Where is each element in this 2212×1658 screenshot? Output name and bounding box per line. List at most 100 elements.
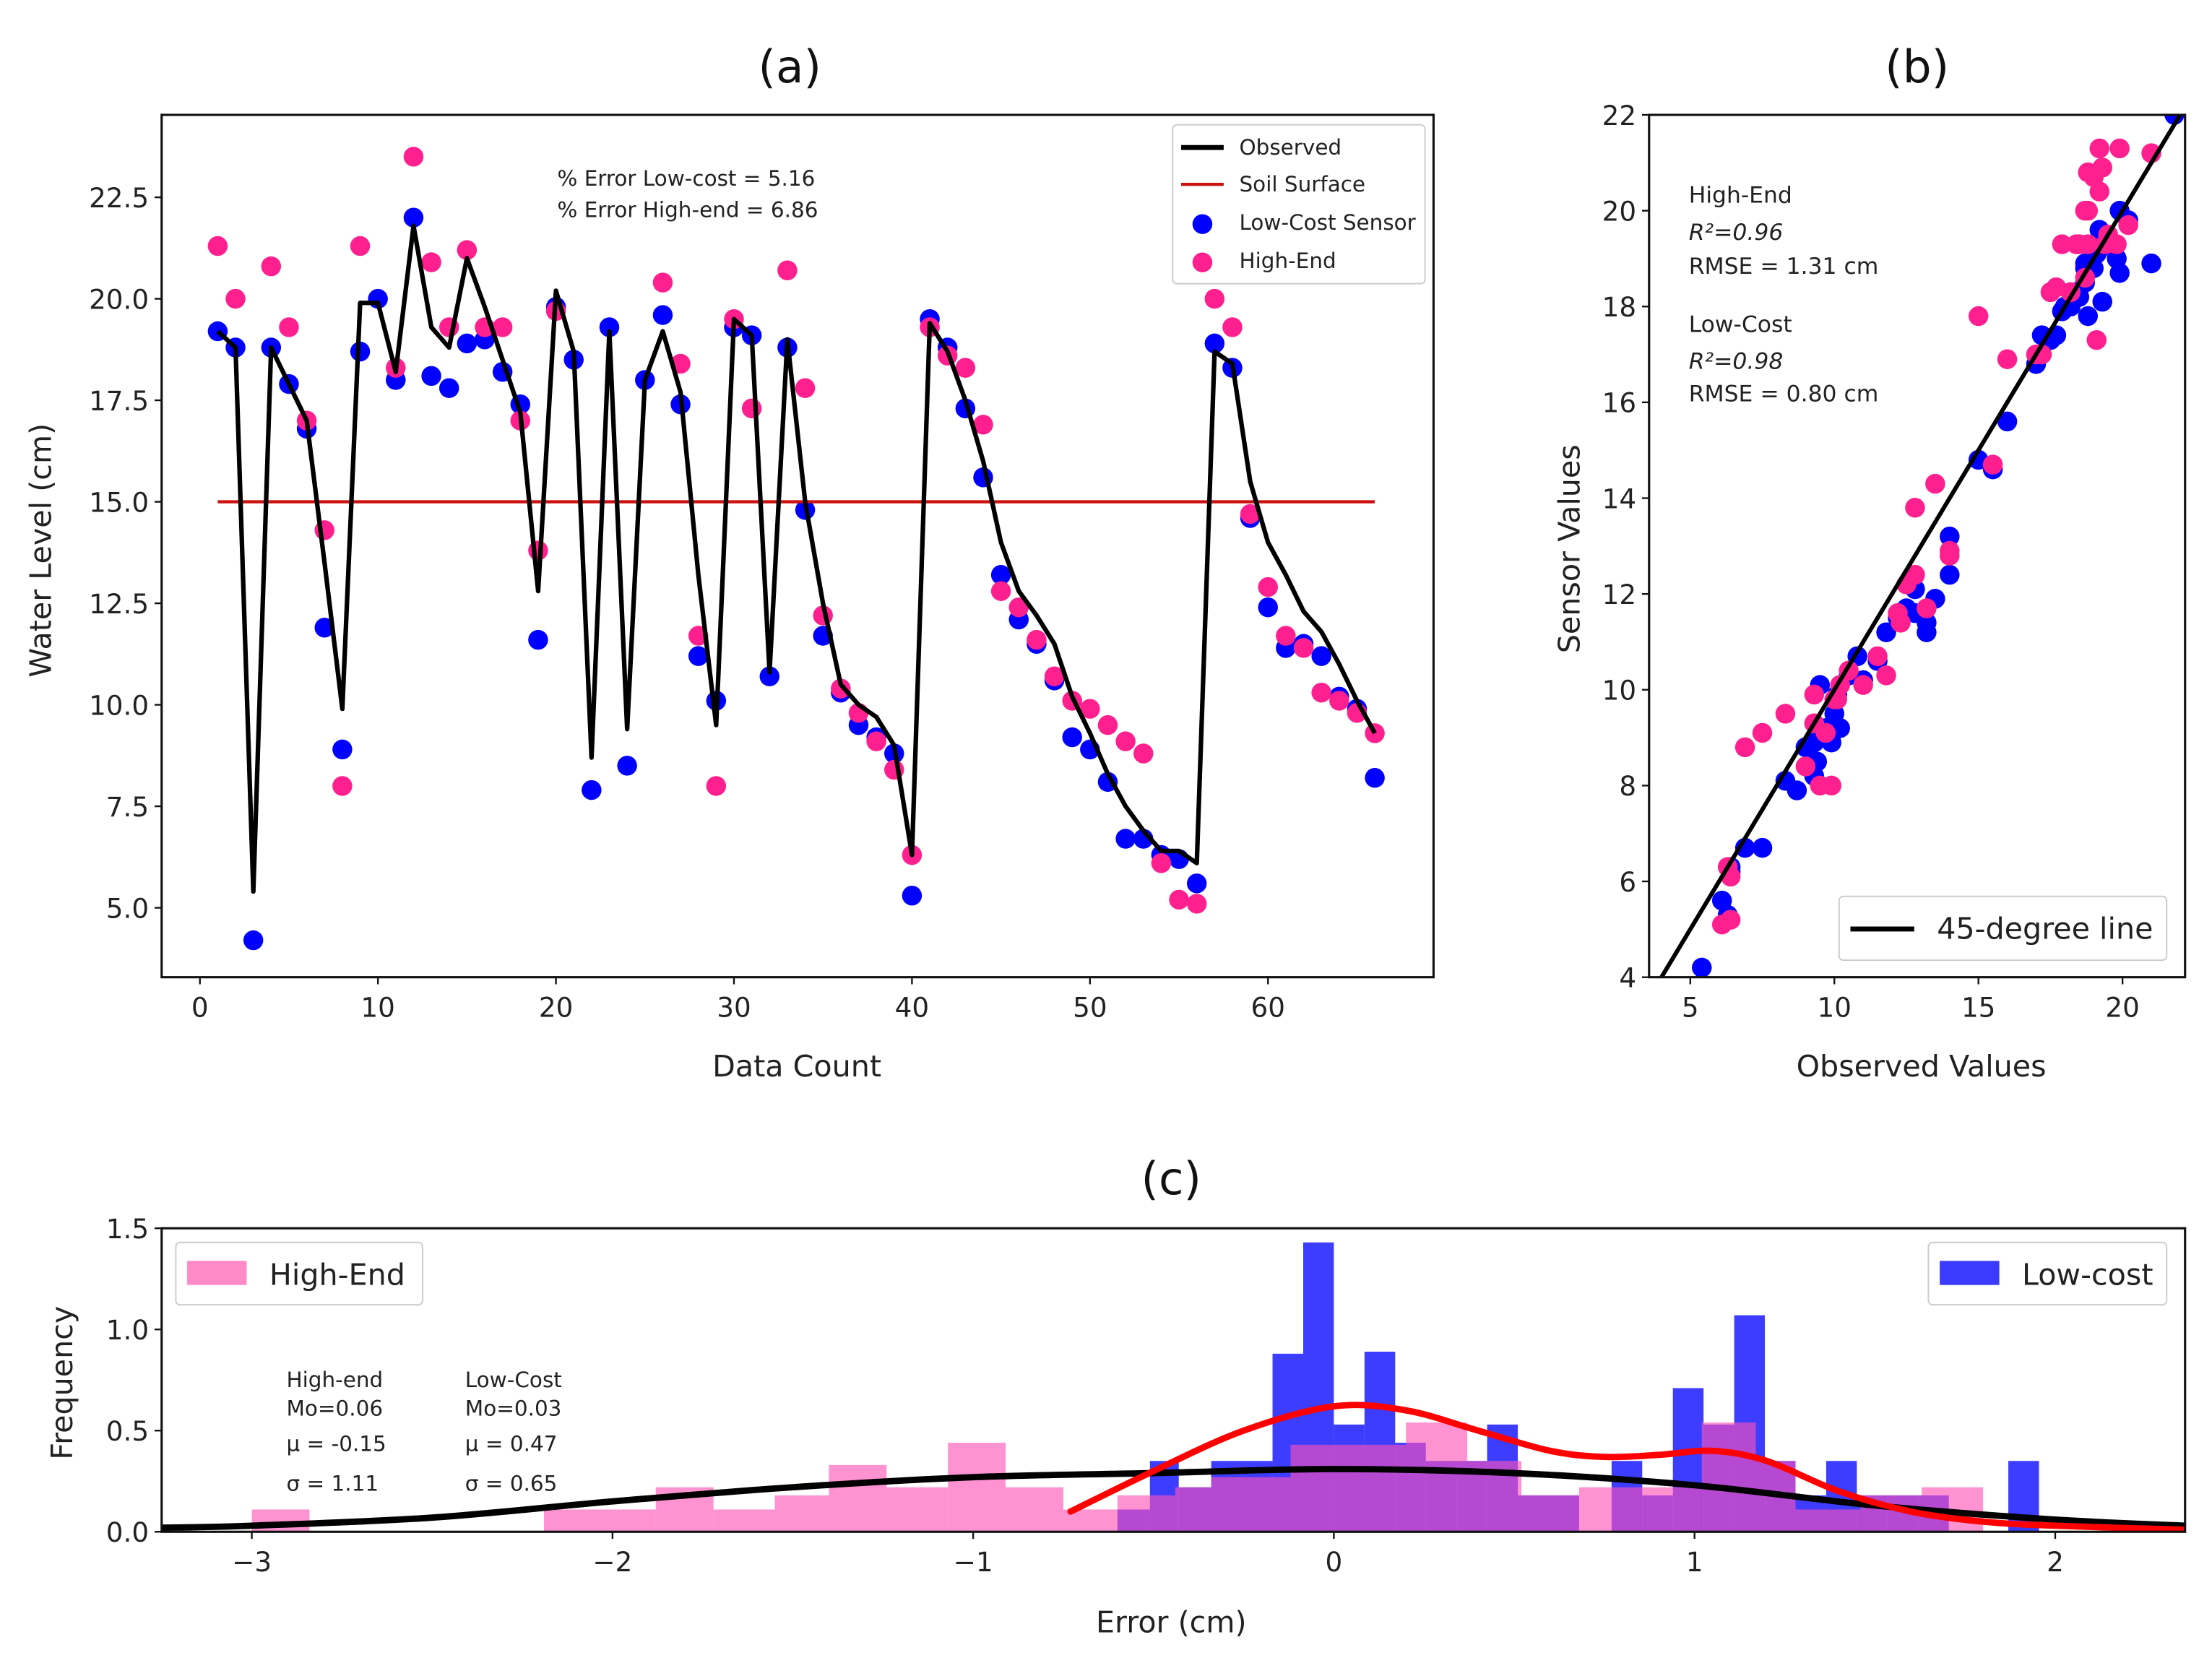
y-axis-label: Water Level (cm) bbox=[24, 423, 59, 678]
high-end-point bbox=[1151, 852, 1172, 873]
low-cost-point bbox=[582, 780, 602, 800]
low-cost-point bbox=[1711, 890, 1732, 911]
low-cost-point bbox=[990, 564, 1011, 585]
y-tick-label: 22 bbox=[1602, 100, 1636, 131]
low-cost-point bbox=[314, 618, 334, 638]
y-tick-label: 0.0 bbox=[106, 1516, 149, 1548]
low-cost-point bbox=[617, 756, 637, 776]
high-end-bar bbox=[1578, 1487, 1644, 1532]
high-end-point bbox=[1008, 597, 1029, 618]
high-end-point bbox=[1044, 666, 1065, 686]
high-end-bar bbox=[829, 1464, 887, 1532]
legend-label: Soil Surface bbox=[1240, 172, 1366, 197]
stats-mode: Mo=0.03 bbox=[465, 1396, 562, 1420]
high-end-point bbox=[2052, 234, 2073, 254]
legend-label: Observed bbox=[1240, 135, 1342, 160]
high-end-point bbox=[2118, 215, 2138, 236]
legend: 45-degree line bbox=[1838, 895, 2168, 962]
y-tick-label: 20 bbox=[1602, 195, 1636, 227]
low-cost-point bbox=[1365, 767, 1385, 788]
low-cost-point bbox=[688, 646, 709, 666]
legend-label: 45-degree line bbox=[1937, 912, 2153, 946]
high-end-point bbox=[1752, 722, 1773, 743]
y-tick-label: 16 bbox=[1602, 387, 1636, 419]
low-cost-point bbox=[1997, 411, 2018, 432]
stats-mean: μ = -0.15 bbox=[286, 1431, 386, 1456]
high-end-point bbox=[279, 317, 299, 337]
observed-line bbox=[216, 223, 1377, 894]
high-end-point bbox=[457, 240, 478, 260]
legend-high-end: High-End bbox=[175, 1241, 423, 1306]
high-end-bar bbox=[1006, 1487, 1063, 1532]
high-end-point bbox=[1917, 598, 1937, 618]
high-end-point bbox=[1982, 454, 2003, 475]
high-end-point bbox=[1775, 704, 1796, 724]
low-cost-point bbox=[2141, 253, 2161, 274]
low-cost-point bbox=[1940, 564, 1960, 585]
y-tick-label: 10.0 bbox=[89, 689, 149, 721]
low-cost-point bbox=[1876, 622, 1896, 642]
high-end-point bbox=[1925, 473, 1945, 494]
high-end-point bbox=[2066, 234, 2087, 254]
x-tick-label: 15 bbox=[1961, 992, 1995, 1024]
low-cost-point bbox=[1917, 613, 1937, 633]
legend-label: Low-Cost Sensor bbox=[1240, 210, 1417, 235]
legend-high-end-swatch bbox=[1192, 252, 1213, 272]
legend: Observed Soil Surface Low-Cost Sensor High-… bbox=[1172, 124, 1426, 285]
high-end-bar bbox=[1795, 1509, 1861, 1532]
high-end-point bbox=[1997, 349, 2018, 369]
high-end-bar bbox=[1290, 1444, 1407, 1532]
legend-swatch bbox=[187, 1261, 247, 1285]
high-end-point bbox=[1711, 914, 1732, 935]
y-tick-label: 1.0 bbox=[106, 1314, 149, 1346]
high-end-point bbox=[1115, 731, 1136, 751]
low-cost-point bbox=[1752, 837, 1773, 858]
y-axis-label: Sensor Values bbox=[1552, 444, 1587, 653]
low-cost-point bbox=[759, 666, 780, 686]
plot-frame bbox=[160, 1227, 2187, 1533]
high-end-point bbox=[1876, 665, 1896, 686]
annotation-high-end-r2: R²=0.96 bbox=[1689, 220, 1784, 246]
high-end-point bbox=[1905, 498, 1925, 518]
annotation-low-cost-r2: R²=0.98 bbox=[1689, 348, 1784, 374]
x-axis-label: Observed Values bbox=[1797, 1049, 2047, 1084]
high-end-point bbox=[973, 415, 993, 435]
low-cost-point bbox=[2092, 291, 2112, 312]
y-tick-label: 6 bbox=[1619, 866, 1636, 898]
high-end-point bbox=[1853, 675, 1873, 695]
x-tick-label: 0 bbox=[191, 992, 209, 1024]
x-tick-label: 2 bbox=[2047, 1546, 2064, 1578]
y-tick-label: 10 bbox=[1602, 675, 1636, 707]
high-end-point bbox=[1276, 626, 1296, 646]
low-cost-point bbox=[243, 930, 264, 951]
y-tick-label: 1.5 bbox=[106, 1213, 149, 1245]
high-end-bar bbox=[1521, 1495, 1579, 1532]
panel-a: (a) 0 10 20 30 40 50 60 5.0 7.5 10.0 12.5 15.0 17.5 20… bbox=[24, 40, 1435, 1084]
high-end-point bbox=[1186, 894, 1207, 914]
annotation-high-end-label: High-End bbox=[1689, 183, 1792, 209]
annotation-error-high-end: % Error High-end = 6.86 bbox=[557, 197, 818, 222]
high-end-point bbox=[2164, 33, 2184, 53]
high-end-point bbox=[795, 378, 816, 398]
x-tick-label: 10 bbox=[1818, 992, 1852, 1024]
panel-title: (a) bbox=[759, 40, 821, 93]
high-end-point bbox=[1795, 756, 1816, 777]
x-tick-label: 50 bbox=[1073, 992, 1107, 1024]
high-end-bar bbox=[1211, 1477, 1291, 1532]
y-tick-label: 12.5 bbox=[89, 588, 149, 620]
high-end-point bbox=[492, 317, 513, 337]
y-tick-label: 5.0 bbox=[106, 892, 149, 924]
low-cost-point bbox=[2107, 249, 2127, 269]
high-end-bar bbox=[1117, 1495, 1175, 1532]
x-tick-label: 40 bbox=[895, 992, 929, 1024]
annotation-error-low-cost: % Error Low-cost = 5.16 bbox=[557, 166, 815, 191]
y-tick-label: 14 bbox=[1602, 483, 1636, 514]
panel-title: (b) bbox=[1885, 40, 1949, 93]
plot-frame bbox=[160, 113, 1435, 979]
high-end-point bbox=[1258, 577, 1278, 597]
high-end-point bbox=[2109, 138, 2130, 159]
low-cost-point bbox=[403, 207, 424, 228]
high-end-point bbox=[1940, 540, 1960, 561]
low-cost-point bbox=[1186, 873, 1207, 894]
